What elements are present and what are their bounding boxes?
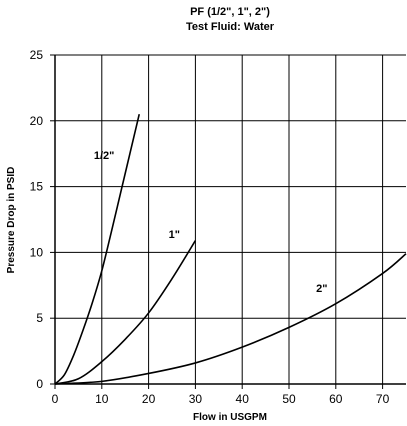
- series-label: 1/2": [94, 150, 115, 162]
- series-lines: [54, 114, 407, 385]
- y-tick-label: 25: [30, 48, 44, 62]
- x-tick-label: 60: [329, 392, 343, 406]
- x-tick-label: 10: [95, 392, 109, 406]
- x-tick-label: 70: [376, 392, 390, 406]
- grid: [55, 54, 406, 384]
- axes: [50, 54, 406, 389]
- series-line: [54, 114, 141, 385]
- x-tick-label: 50: [282, 392, 296, 406]
- y-tick-label: 20: [30, 114, 44, 128]
- y-tick-label: 10: [30, 245, 44, 259]
- y-tick-label: 15: [30, 180, 44, 194]
- series-line: [54, 240, 197, 385]
- x-tick-label: 30: [189, 392, 203, 406]
- tick-labels: 0 10 20 30 40 50 60 70 0 5 10 15 20 25: [30, 48, 390, 406]
- y-axis-label: Pressure Drop in PSID: [6, 167, 17, 274]
- series-label: 1": [169, 229, 180, 241]
- x-axis-label: Flow in USGPM: [193, 412, 267, 423]
- chart-subtitle: Test Fluid: Water: [186, 21, 275, 33]
- y-tick-label: 0: [36, 377, 43, 391]
- y-tick-label: 5: [36, 311, 43, 325]
- series-label: 2": [316, 283, 327, 295]
- chart-title: PF (1/2", 1", 2"): [190, 6, 270, 18]
- series-line: [54, 253, 407, 385]
- x-tick-label: 20: [142, 392, 156, 406]
- x-tick-label: 40: [236, 392, 250, 406]
- series-labels: 1/2" 1" 2": [94, 150, 328, 295]
- x-tick-label: 0: [52, 392, 59, 406]
